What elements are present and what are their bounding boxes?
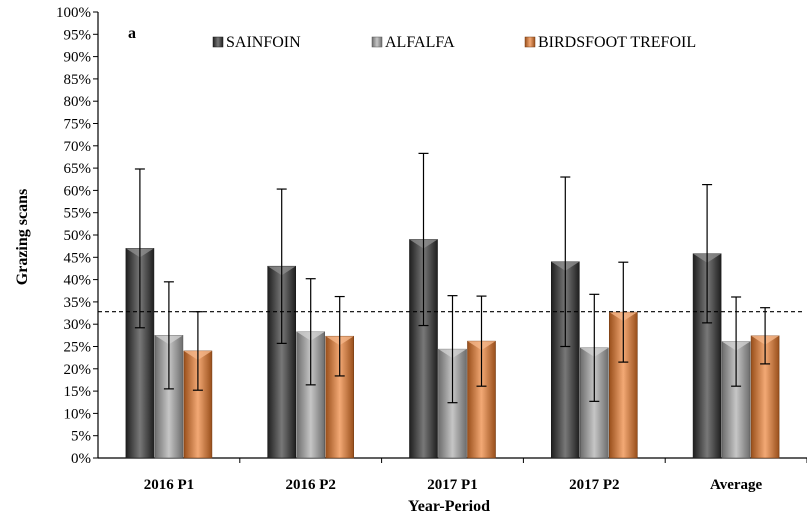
y-tick-label: 90% [64,50,92,66]
y-tick-label: 40% [64,273,92,289]
legend-label-birdsfoot-trefoil: BIRDSFOOT TREFOIL [538,34,696,51]
x-axis-title: Year-Period [408,498,490,515]
y-tick-label: 10% [64,406,92,422]
y-axis-title: Grazing scans [14,189,31,285]
legend-swatch-alfalfa [371,36,383,48]
y-tick-label: 15% [64,384,92,400]
x-tick-label: Average [710,477,763,493]
legend-label-sainfoin: SAINFOIN [226,34,301,51]
panel-label: a [128,25,136,42]
axes: 0% 5% 10% 15% 20% 25% 30% 35% 40% 45% 50% 55% 60% 65%… [56,5,807,493]
y-tick-label: 80% [64,94,92,110]
y-tick-label: 50% [64,228,92,244]
y-tick-label: 65% [64,161,92,177]
error-bars [134,152,771,404]
legend-swatch-birdsfoot-trefoil [524,36,536,48]
y-tick-label: 100% [56,5,91,21]
x-tick-label: 2017 P1 [427,477,477,493]
y-tick-label: 70% [64,139,92,155]
x-tick-label: 2017 P2 [569,477,619,493]
y-tick-label: 55% [64,206,92,222]
y-tick-label: 30% [64,317,92,333]
y-tick-label: 60% [64,183,92,199]
x-tick-label: 2016 P2 [285,477,335,493]
y-tick-label: 25% [64,340,92,356]
legend-swatch-sainfoin [212,36,224,48]
y-tick-label: 5% [71,429,91,445]
legend-label-alfalfa: ALFALFA [385,34,455,51]
y-tick-label: 20% [64,362,92,378]
y-tick-label: 95% [64,27,92,43]
legend: SAINFOIN ALFALFA BIRDSFOOT TREFOIL [212,34,696,51]
y-tick-label: 75% [64,117,92,133]
x-tick-label: 2016 P1 [144,477,194,493]
y-tick-label: 45% [64,250,92,266]
y-tick-label: 85% [64,72,92,88]
y-tick-label: 0% [71,451,91,467]
y-tick-label: 35% [64,295,92,311]
